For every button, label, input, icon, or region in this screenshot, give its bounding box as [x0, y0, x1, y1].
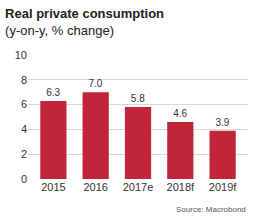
- svg-text:8: 8: [21, 74, 27, 86]
- svg-text:Source: Macrobond: Source: Macrobond: [176, 205, 246, 214]
- svg-text:7.0: 7.0: [89, 78, 103, 89]
- svg-text:6: 6: [21, 98, 27, 110]
- svg-text:2018f: 2018f: [167, 181, 195, 193]
- svg-text:10: 10: [15, 49, 27, 61]
- svg-text:2015: 2015: [41, 181, 65, 193]
- svg-text:0: 0: [21, 173, 27, 185]
- svg-text:3.9: 3.9: [215, 117, 229, 128]
- svg-text:2019f: 2019f: [209, 181, 237, 193]
- svg-text:4.6: 4.6: [173, 108, 187, 119]
- svg-text:5.8: 5.8: [131, 93, 145, 104]
- svg-text:2: 2: [21, 148, 27, 160]
- svg-text:6.3: 6.3: [46, 87, 60, 98]
- svg-text:4: 4: [21, 123, 27, 135]
- svg-text:Real private consumption(y-on-: Real private consumption(y-on-y, % chang…: [5, 6, 164, 38]
- svg-text:2017e: 2017e: [123, 181, 154, 193]
- svg-text:2016: 2016: [83, 181, 107, 193]
